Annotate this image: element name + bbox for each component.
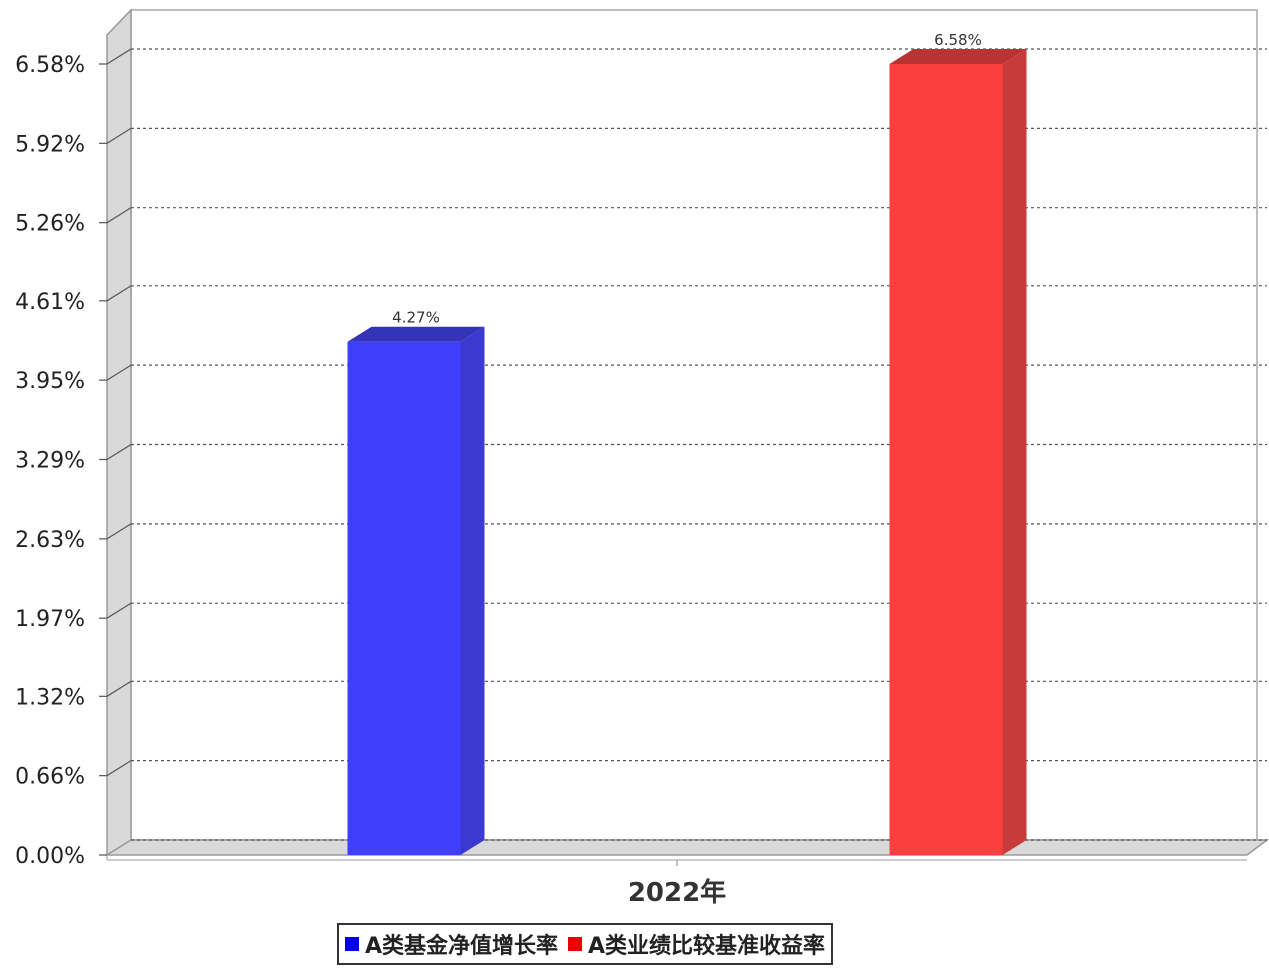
legend-label: A类业绩比较基准收益率 <box>588 934 826 959</box>
legend-swatch-blue <box>345 937 359 951</box>
bar-front <box>347 341 461 855</box>
y-tick-label: 5.26% <box>15 212 85 237</box>
gridline-side <box>106 48 132 65</box>
legend-swatch-red <box>568 937 583 951</box>
bar-side <box>1002 49 1027 855</box>
y-tick-label: 3.29% <box>15 449 85 474</box>
legend-item-nav-growth: A类基金净值增长率 <box>345 928 558 960</box>
gridlines <box>106 48 1267 841</box>
gridline-side <box>106 364 132 381</box>
y-tick-label: 0.00% <box>15 844 85 869</box>
gridline-side <box>106 602 132 619</box>
gridline-side <box>106 760 132 777</box>
chart-frame <box>104 8 1269 861</box>
gridline-side <box>106 127 132 144</box>
back-wall <box>130 9 1258 841</box>
y-tick-label: 2.63% <box>15 528 85 553</box>
bar-top <box>347 326 485 342</box>
y-tick-label: 3.95% <box>15 369 85 394</box>
x-category-label: 2022年 <box>628 877 726 908</box>
data-label: 4.27% <box>392 309 440 327</box>
gridline-side <box>106 523 132 540</box>
legend-item-benchmark-return: A类业绩比较基准收益率 <box>568 928 825 960</box>
legend-label: A类基金净值增长率 <box>365 934 559 959</box>
bar-top <box>889 49 1027 64</box>
bar-front <box>889 64 1003 855</box>
y-axis-ticks: 0.00% 0.66% 1.32% 1.97% 2.63% 3.29% 3.95% 4.61%… <box>15 53 107 869</box>
left-side-wall <box>106 8 132 857</box>
y-tick-label: 1.32% <box>15 685 85 710</box>
gridline-side <box>106 443 132 461</box>
bar-nav-growth <box>347 326 485 855</box>
bars <box>347 49 1027 855</box>
data-label: 6.58% <box>934 31 982 49</box>
gridline-side <box>106 207 132 224</box>
x-axis-categories: 2022年 <box>628 860 726 908</box>
bar-side <box>460 326 485 855</box>
data-labels: 4.27% 6.58% <box>392 31 982 327</box>
y-tick-label: 5.92% <box>15 132 85 157</box>
gridline-side <box>106 285 132 302</box>
legend: A类基金净值增长率 A类业绩比较基准收益率 <box>337 923 834 965</box>
y-tick-label: 1.97% <box>15 607 85 632</box>
bar-benchmark-return <box>889 49 1027 855</box>
floor <box>104 839 1269 856</box>
y-tick-label: 6.58% <box>15 53 85 78</box>
gridline-side <box>106 680 132 697</box>
y-tick-label: 4.61% <box>15 290 85 315</box>
y-tick-label: 0.66% <box>15 765 85 790</box>
